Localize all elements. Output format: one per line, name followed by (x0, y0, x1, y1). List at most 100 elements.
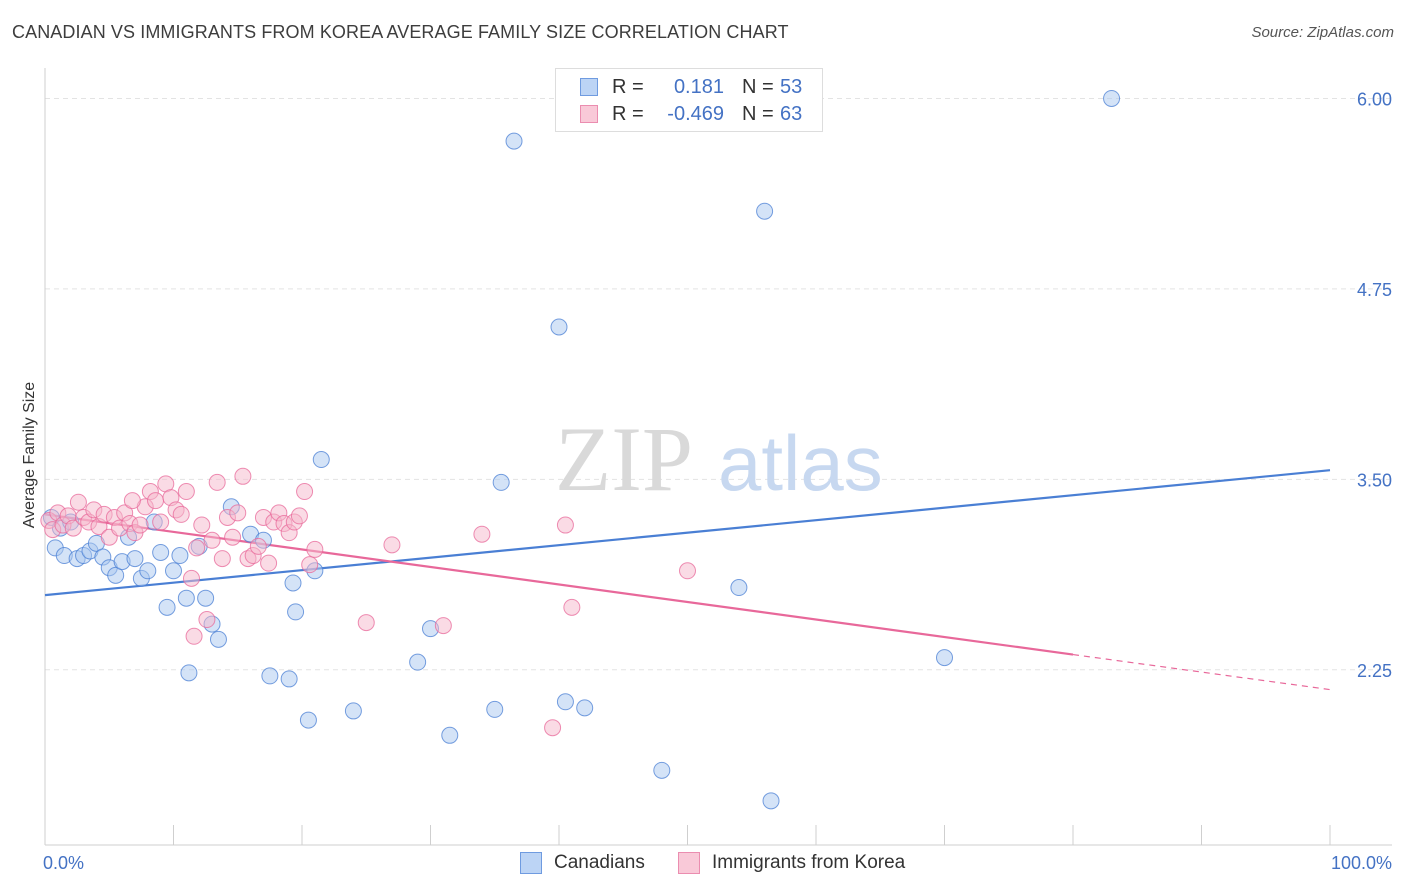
point-canadians (180, 664, 198, 682)
point-canadians (261, 667, 279, 685)
data-points (40, 89, 1121, 810)
legend-r-value: -0.469 (667, 102, 724, 125)
legend-swatch-blue (520, 852, 542, 874)
point-korea (306, 540, 324, 558)
y-tick-label: 3.50 (1357, 470, 1392, 490)
point-canadians (756, 202, 774, 220)
point-korea (301, 556, 319, 574)
legend-row-korea: R = -0.469 N = 63 (580, 102, 802, 126)
point-canadians (653, 761, 671, 779)
point-canadians (284, 574, 302, 592)
point-korea (563, 598, 581, 616)
point-korea (152, 513, 170, 531)
point-canadians (556, 693, 574, 711)
point-canadians (441, 726, 459, 744)
point-canadians (171, 547, 189, 565)
point-canadians (409, 653, 427, 671)
point-canadians (299, 711, 317, 729)
point-korea (188, 539, 206, 557)
point-canadians (312, 451, 330, 469)
point-korea (556, 516, 574, 534)
legend-n-label: N = (742, 75, 774, 98)
gridlines (45, 97, 1392, 671)
legend-n-value: 63 (780, 102, 803, 125)
legend-swatch-pink (580, 105, 598, 123)
legend-n-label: N = (742, 102, 774, 125)
y-tick-label: 4.75 (1357, 280, 1392, 300)
point-canadians (158, 598, 176, 616)
point-korea (64, 519, 82, 537)
point-canadians (177, 589, 195, 607)
point-canadians (152, 543, 170, 561)
legend-r-label: R = (612, 102, 644, 125)
point-canadians (730, 579, 748, 597)
point-canadians (492, 473, 510, 491)
point-canadians (209, 630, 227, 648)
point-korea (473, 525, 491, 543)
chart-title: CANADIAN VS IMMIGRANTS FROM KOREA AVERAG… (12, 22, 789, 42)
point-canadians (576, 699, 594, 717)
point-korea (357, 614, 375, 632)
point-canadians (505, 132, 523, 150)
trend-line-korea-extension (1072, 653, 1331, 691)
point-korea (383, 536, 401, 554)
source-credit: Source: ZipAtlas.com (1251, 24, 1394, 41)
point-korea (544, 719, 562, 737)
x-tick-label: 100.0% (1331, 853, 1392, 873)
legend-row-canadians: R = 0.181 N = 53 (580, 75, 802, 99)
point-canadians (126, 550, 144, 568)
series-legend: Canadians Immigrants from Korea (0, 852, 1406, 878)
point-korea (147, 492, 165, 510)
point-korea (69, 493, 87, 511)
point-korea (679, 562, 696, 580)
point-canadians (280, 670, 298, 688)
point-korea (198, 611, 216, 629)
tick-labels: 2.25 3.50 4.75 6.00 0.0% 100.0% (43, 89, 1392, 873)
point-korea (177, 483, 195, 501)
point-canadians (344, 702, 362, 720)
point-canadians (287, 603, 305, 621)
point-canadians (1103, 89, 1121, 107)
point-korea (131, 516, 149, 534)
point-canadians (936, 649, 953, 667)
point-canadians (107, 566, 125, 584)
watermark-atlas: atlas (718, 419, 883, 507)
point-korea (290, 507, 308, 525)
point-canadians (139, 562, 157, 580)
point-canadians (197, 589, 215, 607)
point-korea (249, 537, 267, 555)
legend-item-canadians: Canadians (520, 852, 645, 874)
point-korea (208, 473, 226, 491)
legend-label-canadians: Canadians (554, 852, 645, 873)
legend-r-label: R = (612, 75, 644, 98)
point-korea (260, 554, 278, 572)
point-canadians (486, 700, 504, 718)
trend-line-canadians (44, 469, 1331, 597)
y-tick-label: 6.00 (1357, 89, 1392, 109)
legend-label-korea: Immigrants from Korea (712, 852, 906, 873)
y-tick-label: 2.25 (1357, 661, 1392, 681)
legend-n-value: 53 (780, 75, 803, 98)
point-korea (224, 528, 242, 546)
point-canadians (165, 562, 182, 580)
point-canadians (762, 792, 780, 810)
point-korea (185, 627, 203, 645)
y-axis-label: Average Family Size (21, 382, 38, 529)
point-korea (193, 516, 211, 534)
watermark-zip: ZIP (555, 408, 693, 510)
correlation-legend: R = 0.181 N = 53 R = -0.469 N = 63 (555, 68, 823, 132)
point-korea (434, 617, 452, 635)
legend-swatch-blue (580, 78, 598, 96)
point-canadians (550, 318, 568, 336)
point-korea (213, 550, 231, 568)
point-korea (296, 483, 314, 501)
legend-swatch-pink (678, 852, 700, 874)
x-tick-label: 0.0% (43, 853, 84, 873)
point-korea (182, 569, 200, 587)
legend-item-korea: Immigrants from Korea (678, 852, 905, 874)
point-korea (123, 492, 141, 510)
point-korea (229, 504, 247, 522)
watermark: ZIP atlas (555, 408, 883, 510)
point-korea (234, 467, 252, 485)
